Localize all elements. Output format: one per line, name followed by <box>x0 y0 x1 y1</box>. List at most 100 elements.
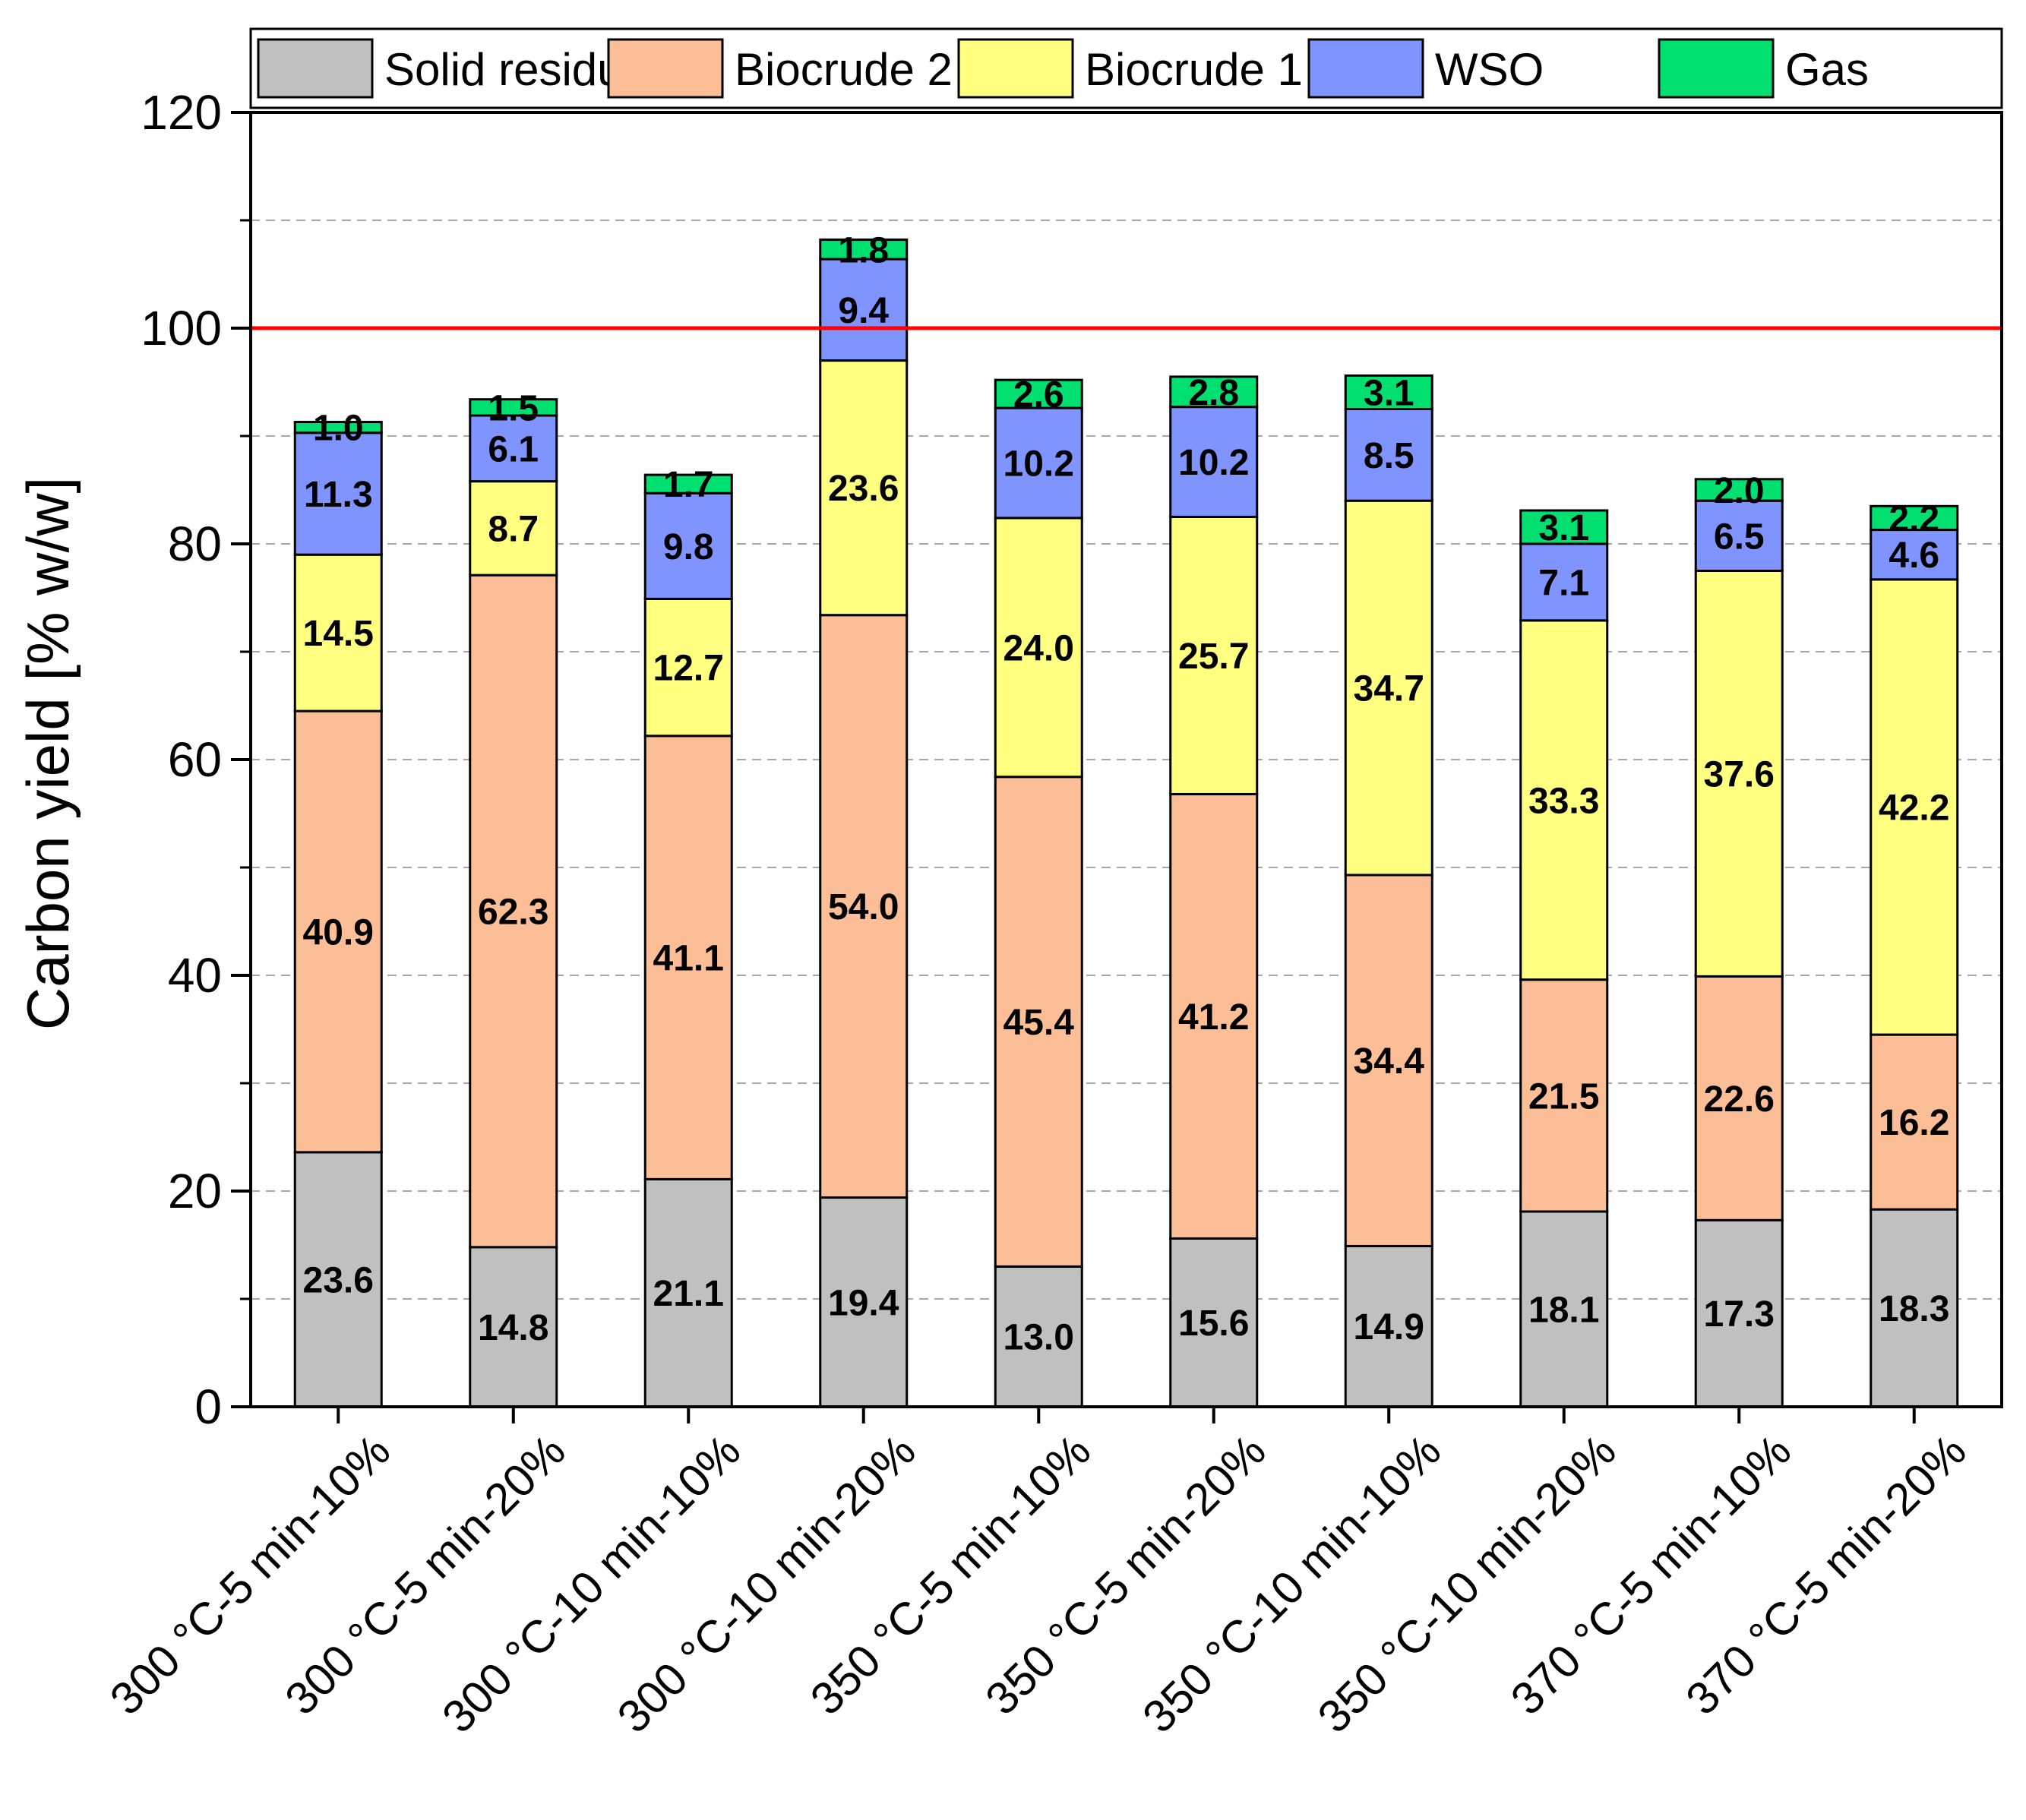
legend-label: Biocrude 2 <box>735 44 953 95</box>
data-label: 1.8 <box>838 230 889 270</box>
bar-biocrude-2-7 <box>1344 874 1433 1247</box>
bar-gas-9 <box>1694 478 1784 502</box>
data-label: 23.6 <box>303 1260 374 1300</box>
data-label: 34.4 <box>1354 1041 1425 1082</box>
bar-gas-1 <box>293 421 383 434</box>
legend-label: WSO <box>1435 44 1544 95</box>
legend-swatch-biocrude-2 <box>607 38 724 99</box>
legend-swatch-biocrude-1 <box>957 38 1074 99</box>
bar-biocrude-1-8 <box>1519 619 1609 981</box>
data-label: 54.0 <box>828 887 899 927</box>
bar-biocrude-1-4 <box>819 359 909 617</box>
bar-biocrude-1-5 <box>994 517 1083 779</box>
bar-biocrude-1-6 <box>1169 516 1259 795</box>
data-label: 1.0 <box>313 409 364 449</box>
data-label: 37.6 <box>1704 754 1775 795</box>
legend-label: Solid residue <box>384 44 648 95</box>
x-category-label: 350 °C-10 min-10% <box>1133 1425 1450 1743</box>
data-label: 24.0 <box>1004 628 1074 668</box>
bar-wso-10 <box>1870 529 1959 581</box>
data-label: 7.1 <box>1538 563 1589 603</box>
data-label: 42.2 <box>1879 788 1949 828</box>
data-label: 18.3 <box>1879 1289 1949 1329</box>
data-label: 6.5 <box>1714 517 1765 557</box>
bar-wso-1 <box>293 431 383 556</box>
bar-biocrude-2-1 <box>293 709 383 1154</box>
bar-solid-residue-2 <box>469 1246 558 1408</box>
bar-wso-9 <box>1694 499 1784 573</box>
bar-biocrude-2-10 <box>1870 1033 1959 1211</box>
data-label: 41.1 <box>653 939 724 979</box>
data-label: 18.1 <box>1528 1290 1599 1330</box>
data-label: 21.1 <box>653 1274 724 1314</box>
data-label: 2.0 <box>1714 471 1765 511</box>
data-label: 3.1 <box>1538 508 1589 548</box>
bar-wso-6 <box>1169 406 1259 518</box>
y-tick-label: 120 <box>141 85 222 140</box>
bar-biocrude-2-6 <box>1169 792 1259 1240</box>
bar-biocrude-2-5 <box>994 776 1083 1268</box>
data-label: 34.7 <box>1354 669 1424 709</box>
data-label: 1.5 <box>488 388 539 428</box>
data-label: 14.8 <box>478 1308 548 1348</box>
data-label: 41.2 <box>1178 997 1249 1038</box>
bars <box>293 239 1959 1408</box>
x-category-label: 350 °C-10 min-20% <box>1308 1425 1626 1743</box>
bar-wso-7 <box>1344 408 1433 502</box>
data-label: 19.4 <box>828 1283 899 1323</box>
bar-solid-residue-10 <box>1870 1208 1959 1408</box>
bar-biocrude-2-2 <box>469 573 558 1249</box>
data-label: 25.7 <box>1178 637 1249 677</box>
data-label: 9.4 <box>838 291 889 331</box>
data-label: 14.9 <box>1354 1307 1424 1348</box>
data-label: 2.8 <box>1188 373 1239 413</box>
bar-solid-residue-4 <box>819 1196 909 1408</box>
legend-swatch-gas <box>1658 38 1775 99</box>
bar-biocrude-1-1 <box>293 553 383 713</box>
data-label: 33.3 <box>1528 781 1599 821</box>
data-label: 14.5 <box>303 614 374 654</box>
data-label: 11.3 <box>304 475 373 515</box>
bar-biocrude-1-2 <box>469 480 558 577</box>
y-tick-label: 40 <box>168 948 222 1003</box>
data-labels: 23.6 40.9 14.5 11.3 1.0 14.8 62.3 8.7 6.11.5 21.1… <box>303 230 1950 1357</box>
data-label: 16.2 <box>1879 1103 1949 1143</box>
data-label: 13.0 <box>1004 1318 1074 1358</box>
data-label: 62.3 <box>478 893 548 933</box>
bar-wso-5 <box>994 406 1083 520</box>
bar-solid-residue-6 <box>1169 1237 1259 1408</box>
data-label: 40.9 <box>303 912 374 953</box>
y-tick-label: 60 <box>168 732 222 787</box>
data-label: 10.2 <box>1178 443 1249 483</box>
data-label: 10.2 <box>1004 444 1074 485</box>
data-label: 15.6 <box>1178 1303 1249 1344</box>
data-label: 21.5 <box>1528 1076 1599 1117</box>
y-tick-label: 20 <box>168 1164 222 1218</box>
x-category-label: 300 °C-10 min-20% <box>608 1425 925 1743</box>
data-label: 6.1 <box>488 429 539 469</box>
data-label: 22.6 <box>1704 1079 1775 1120</box>
bar-biocrude-2-4 <box>819 614 909 1199</box>
data-label: 2.6 <box>1013 375 1064 416</box>
data-label: 8.5 <box>1364 436 1414 476</box>
bar-gas-10 <box>1870 504 1959 532</box>
y-tick-label: 100 <box>141 301 222 355</box>
data-label: 23.6 <box>828 469 899 509</box>
data-label: 1.7 <box>663 465 714 505</box>
bar-biocrude-1-10 <box>1870 578 1959 1036</box>
bar-biocrude-1-3 <box>643 597 733 738</box>
bar-gas-4 <box>819 239 909 261</box>
y-axis-title: Carbon yield [% w/w] <box>14 477 81 1030</box>
legend-swatch-solid-residue <box>257 38 374 99</box>
data-label: 3.1 <box>1364 373 1414 413</box>
data-label: 4.6 <box>1889 536 1939 576</box>
legend: Solid residue Biocrude 2 Biocrude 1 WSO Gas <box>249 27 2003 109</box>
legend-label: Gas <box>1785 44 1869 95</box>
data-label: 45.4 <box>1004 1003 1075 1043</box>
bar-wso-4 <box>819 258 909 362</box>
bar-gas-5 <box>994 378 1083 409</box>
bar-biocrude-2-9 <box>1694 975 1784 1221</box>
x-category-label: 300 °C-10 min-10% <box>432 1425 750 1743</box>
data-label: 17.3 <box>1704 1294 1775 1335</box>
